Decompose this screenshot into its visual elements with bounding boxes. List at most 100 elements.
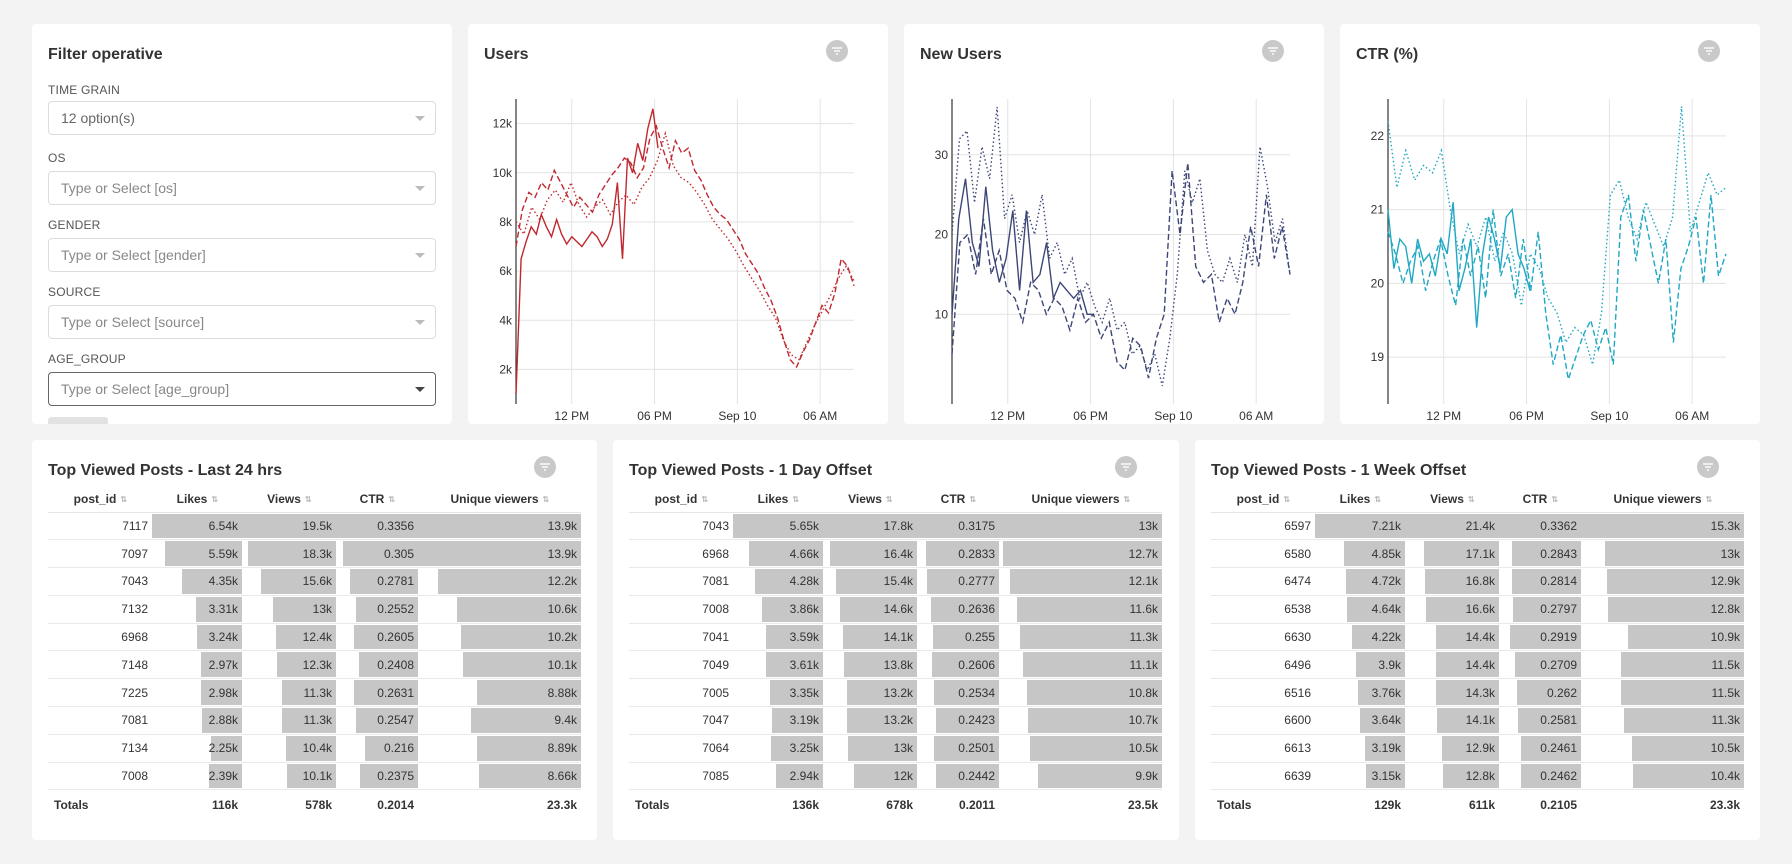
table-row[interactable]: 7225 2.98k 11.3k 0.2631 8.88k — [48, 678, 581, 708]
header-likes[interactable]: Likes ⇅ — [1315, 486, 1405, 513]
header-ctr[interactable]: CTR ⇅ — [917, 486, 999, 513]
sort-icon[interactable]: ⇅ — [1467, 495, 1475, 505]
likes-cell: 6.54k — [152, 512, 242, 541]
table-row[interactable]: 7085 2.94k 12k 0.2442 9.9k — [629, 762, 1162, 791]
table-row[interactable]: 7043 5.65k 17.8k 0.3175 13k — [629, 512, 1162, 541]
filter-button[interactable] — [826, 40, 848, 62]
table-row[interactable]: 7081 2.88k 11.3k 0.2547 9.4k — [48, 706, 581, 735]
sort-icon[interactable]: ⇅ — [304, 495, 312, 505]
bar-fill — [197, 624, 242, 650]
y-tick-label: 22 — [1371, 129, 1385, 143]
filter-button[interactable] — [1262, 40, 1284, 62]
post-id-cell: 7081 — [48, 706, 152, 735]
table-row[interactable]: 7081 4.28k 15.4k 0.2777 12.1k — [629, 567, 1162, 596]
filter-button[interactable] — [1697, 456, 1719, 478]
table-row[interactable]: 6474 4.72k 16.8k 0.2814 12.9k — [1211, 567, 1744, 596]
table-row[interactable]: 6538 4.64k 16.6k 0.2797 12.8k — [1211, 595, 1744, 624]
header-ctr[interactable]: CTR ⇅ — [1499, 486, 1581, 513]
total-views: 578k — [305, 798, 332, 813]
header-unique-viewers[interactable]: Unique viewers ⇅ — [1581, 486, 1744, 513]
header-post-id[interactable]: post_id ⇅ — [629, 486, 733, 513]
table-row[interactable]: 7148 2.97k 12.3k 0.2408 10.1k — [48, 650, 581, 680]
posts-table: post_id ⇅ Likes ⇅ Views ⇅ CTR ⇅ Unique viewers ⇅ 7… — [629, 486, 1162, 820]
post-id-cell: 7047 — [629, 706, 733, 735]
sort-icon[interactable]: ⇅ — [211, 495, 219, 505]
filter-button[interactable] — [534, 456, 556, 478]
table-row[interactable]: 7008 2.39k 10.1k 0.2375 8.66k — [48, 762, 581, 791]
ctr-cell: 0.2709 — [1499, 650, 1581, 680]
table-row[interactable]: 7117 6.54k 19.5k 0.3356 13.9k — [48, 512, 581, 541]
bar-fill — [1607, 596, 1744, 622]
sort-icon[interactable]: ⇅ — [120, 495, 128, 505]
header-post-id[interactable]: post_id ⇅ — [1211, 486, 1315, 513]
table-row[interactable]: 6968 4.66k 16.4k 0.2833 12.7k — [629, 539, 1162, 569]
sort-icon[interactable]: ⇅ — [701, 495, 709, 505]
header-likes[interactable]: Likes ⇅ — [733, 486, 823, 513]
table-row[interactable]: 6639 3.15k 12.8k 0.2462 10.4k — [1211, 762, 1744, 791]
age-group-select[interactable]: Type or Select [age_group] — [48, 372, 436, 406]
table-row[interactable]: 7134 2.25k 10.4k 0.216 8.89k — [48, 734, 581, 763]
table-row[interactable]: 6600 3.64k 14.1k 0.2581 11.3k — [1211, 706, 1744, 735]
header-views[interactable]: Views ⇅ — [242, 486, 336, 513]
header-views[interactable]: Views ⇅ — [823, 486, 917, 513]
sort-icon[interactable]: ⇅ — [885, 495, 893, 505]
table-row[interactable]: 7041 3.59k 14.1k 0.255 11.3k — [629, 623, 1162, 652]
cell-value: 3.59k — [789, 630, 819, 645]
views-cell: 15.6k — [242, 567, 336, 596]
sort-icon[interactable]: ⇅ — [1551, 495, 1559, 505]
table-row[interactable]: 6580 4.85k 17.1k 0.2843 13k — [1211, 539, 1744, 569]
sort-icon[interactable]: ⇅ — [792, 495, 800, 505]
y-tick-label: 19 — [1371, 350, 1385, 364]
table-row[interactable]: 6630 4.22k 14.4k 0.2919 10.9k — [1211, 623, 1744, 652]
bar-fill — [456, 596, 581, 622]
post-id-cell: 6630 — [1211, 623, 1315, 652]
header-views[interactable]: Views ⇅ — [1405, 486, 1499, 513]
table-row[interactable]: 6613 3.19k 12.9k 0.2461 10.5k — [1211, 734, 1744, 763]
sort-icon[interactable]: ⇅ — [969, 495, 977, 505]
sort-icon[interactable]: ⇅ — [388, 495, 396, 505]
bar-fill — [355, 596, 418, 622]
header-unique-viewers[interactable]: Unique viewers ⇅ — [999, 486, 1162, 513]
gender-select[interactable]: Type or Select [gender] — [48, 238, 436, 272]
table-row[interactable]: 7097 5.59k 18.3k 0.305 13.9k — [48, 539, 581, 569]
post-id-cell: 7085 — [629, 762, 733, 791]
os-select[interactable]: Type or Select [os] — [48, 171, 436, 205]
bar-fill — [359, 652, 418, 678]
table-row[interactable]: 7043 4.35k 15.6k 0.2781 12.2k — [48, 567, 581, 596]
table-row[interactable]: 6597 7.21k 21.4k 0.3362 15.3k — [1211, 512, 1744, 541]
chevron-down-icon — [415, 320, 425, 325]
sort-icon[interactable]: ⇅ — [542, 495, 550, 505]
source-select[interactable]: Type or Select [source] — [48, 305, 436, 339]
filter-icon — [540, 463, 550, 471]
header-label: Likes — [757, 491, 789, 506]
table-row[interactable]: 7047 3.19k 13.2k 0.2423 10.7k — [629, 706, 1162, 735]
sort-icon[interactable]: ⇅ — [1123, 495, 1131, 505]
filter-button[interactable] — [1698, 40, 1720, 62]
bar-fill — [462, 652, 581, 678]
apply-button-stub[interactable] — [48, 417, 108, 424]
bar-fill — [925, 541, 999, 567]
cell-value: 0.2797 — [1540, 602, 1577, 617]
header-ctr[interactable]: CTR ⇅ — [336, 486, 418, 513]
table-row[interactable]: 7049 3.61k 13.8k 0.2606 11.1k — [629, 650, 1162, 680]
sort-icon[interactable]: ⇅ — [1283, 495, 1291, 505]
filter-button[interactable] — [1115, 456, 1137, 478]
chevron-down-icon — [415, 387, 425, 392]
header-label: CTR — [940, 491, 966, 506]
header-unique-viewers[interactable]: Unique viewers ⇅ — [418, 486, 581, 513]
table-row[interactable]: 6516 3.76k 14.3k 0.262 11.5k — [1211, 678, 1744, 708]
uv-cell: 12.8k — [1581, 595, 1744, 624]
time-grain-select[interactable]: 12 option(s) — [48, 101, 436, 135]
header-likes[interactable]: Likes ⇅ — [152, 486, 242, 513]
table-row[interactable]: 7005 3.35k 13.2k 0.2534 10.8k — [629, 678, 1162, 708]
header-post-id[interactable]: post_id ⇅ — [48, 486, 152, 513]
table-row[interactable]: 7132 3.31k 13k 0.2552 10.6k — [48, 595, 581, 624]
table-row[interactable]: 7008 3.86k 14.6k 0.2636 11.6k — [629, 595, 1162, 624]
table-row[interactable]: 7064 3.25k 13k 0.2501 10.5k — [629, 734, 1162, 763]
sort-icon[interactable]: ⇅ — [1705, 495, 1713, 505]
table-row[interactable]: 6968 3.24k 12.4k 0.2605 10.2k — [48, 623, 581, 652]
sort-icon[interactable]: ⇅ — [1374, 495, 1382, 505]
cell-value: 11.1k — [1129, 657, 1158, 672]
table-row[interactable]: 6496 3.9k 14.4k 0.2709 11.5k — [1211, 650, 1744, 680]
y-tick-label: 10k — [493, 166, 513, 180]
